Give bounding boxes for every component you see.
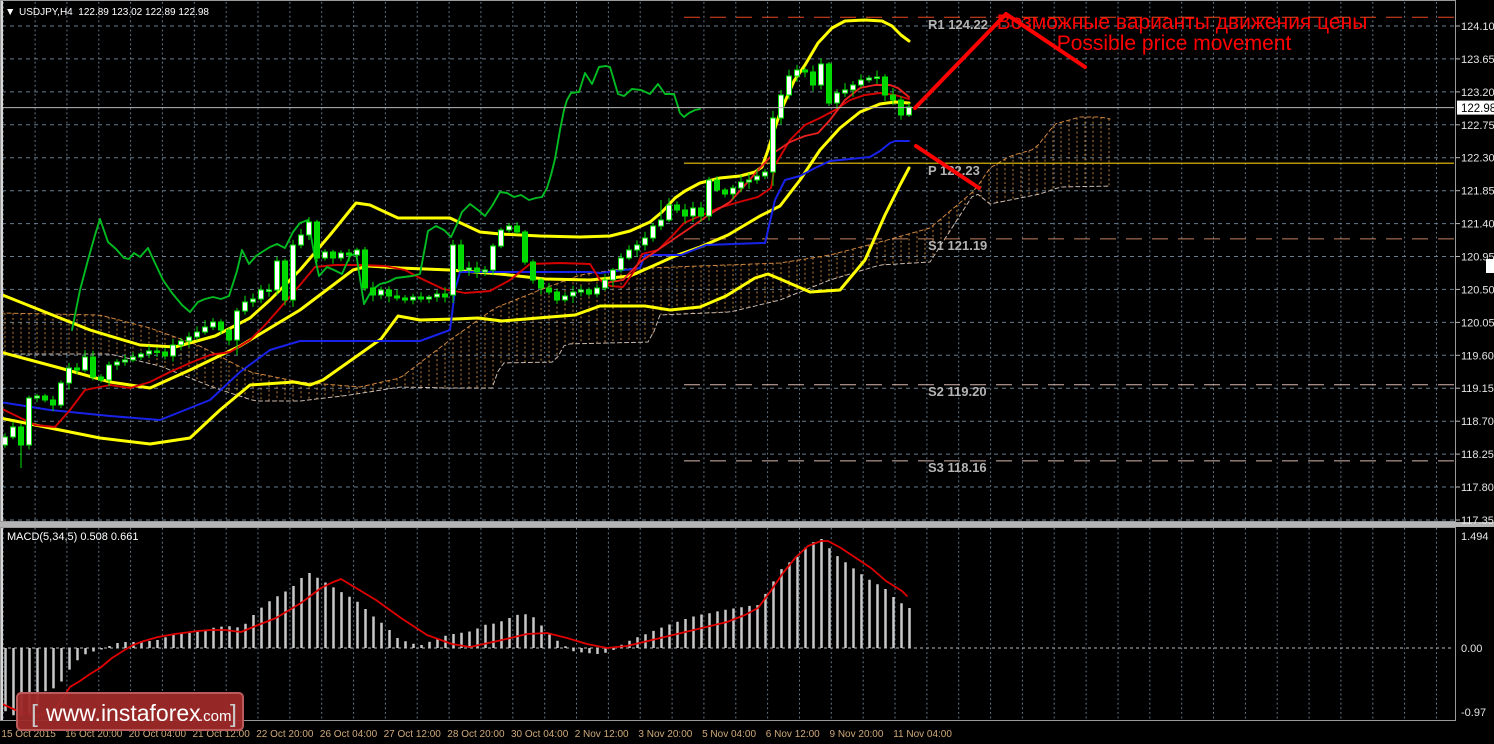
svg-text:120.05: 120.05 xyxy=(1461,317,1494,329)
svg-text:S2 119.20: S2 119.20 xyxy=(928,384,987,399)
svg-text:28 Oct 20:00: 28 Oct 20:00 xyxy=(447,729,505,740)
svg-text:118.25: 118.25 xyxy=(1461,449,1494,461)
svg-text:120.50: 120.50 xyxy=(1461,284,1494,296)
svg-text:123.20: 123.20 xyxy=(1461,87,1494,99)
svg-text:5 Nov 04:00: 5 Nov 04:00 xyxy=(702,729,756,740)
svg-text:119.15: 119.15 xyxy=(1461,383,1494,395)
svg-text:117.35: 117.35 xyxy=(1461,515,1494,527)
svg-text:]: ] xyxy=(230,700,237,728)
svg-text:0.00: 0.00 xyxy=(1461,643,1482,655)
svg-text:Возможные варианты движения це: Возможные варианты движения цены xyxy=(997,11,1368,34)
svg-text:.com: .com xyxy=(199,708,232,725)
svg-text:122.75: 122.75 xyxy=(1461,120,1494,132)
svg-text:6 Nov 12:00: 6 Nov 12:00 xyxy=(766,729,820,740)
svg-text:11 Nov 04:00: 11 Nov 04:00 xyxy=(893,729,952,740)
svg-text:MACD(5,34,5) 0.508 0.661: MACD(5,34,5) 0.508 0.661 xyxy=(7,531,138,543)
svg-text:9 Nov 20:00: 9 Nov 20:00 xyxy=(830,729,884,740)
svg-text:R1 124.22: R1 124.22 xyxy=(928,17,988,32)
svg-text:119.60: 119.60 xyxy=(1461,350,1494,362)
svg-text:Possible price movement: Possible price movement xyxy=(1057,32,1292,55)
svg-text:2 Nov 12:00: 2 Nov 12:00 xyxy=(575,729,629,740)
svg-text:26 Oct 04:00: 26 Oct 04:00 xyxy=(320,729,378,740)
svg-text:124.10: 124.10 xyxy=(1461,21,1494,33)
svg-text:22 Oct 20:00: 22 Oct 20:00 xyxy=(256,729,314,740)
svg-text:27 Oct 12:00: 27 Oct 12:00 xyxy=(384,729,442,740)
svg-text:21 Oct 12:00: 21 Oct 12:00 xyxy=(193,729,251,740)
svg-text:30 Oct 04:00: 30 Oct 04:00 xyxy=(511,729,569,740)
svg-text:122.98: 122.98 xyxy=(1461,103,1494,115)
svg-text:16 Oct 20:00: 16 Oct 20:00 xyxy=(65,729,123,740)
svg-text:123.65: 123.65 xyxy=(1461,54,1494,66)
svg-text:1.494: 1.494 xyxy=(1461,531,1489,543)
svg-text:122.30: 122.30 xyxy=(1461,153,1494,165)
svg-text:118.70: 118.70 xyxy=(1461,416,1494,428)
svg-text:121.40: 121.40 xyxy=(1461,219,1494,231)
svg-text:[: [ xyxy=(31,700,38,728)
svg-text:3 Nov 20:00: 3 Nov 20:00 xyxy=(638,729,692,740)
svg-text:USDJPY,H4 122.89 123.02 122.8: USDJPY,H4 122.89 123.02 122.89 122.98 xyxy=(19,7,209,18)
svg-text:121.85: 121.85 xyxy=(1461,186,1494,198)
svg-text:117.80: 117.80 xyxy=(1461,482,1494,494)
svg-text:S3 118.16: S3 118.16 xyxy=(928,460,987,475)
svg-text:S1 121.19: S1 121.19 xyxy=(928,238,987,253)
svg-text:20 Oct 04:00: 20 Oct 04:00 xyxy=(129,729,187,740)
svg-text:▼: ▼ xyxy=(5,6,15,18)
svg-text:15 Oct 2015: 15 Oct 2015 xyxy=(1,729,56,740)
svg-text:www.instaforex: www.instaforex xyxy=(45,700,201,726)
svg-text:120.95: 120.95 xyxy=(1461,252,1494,264)
svg-text:-0.97: -0.97 xyxy=(1461,707,1486,719)
